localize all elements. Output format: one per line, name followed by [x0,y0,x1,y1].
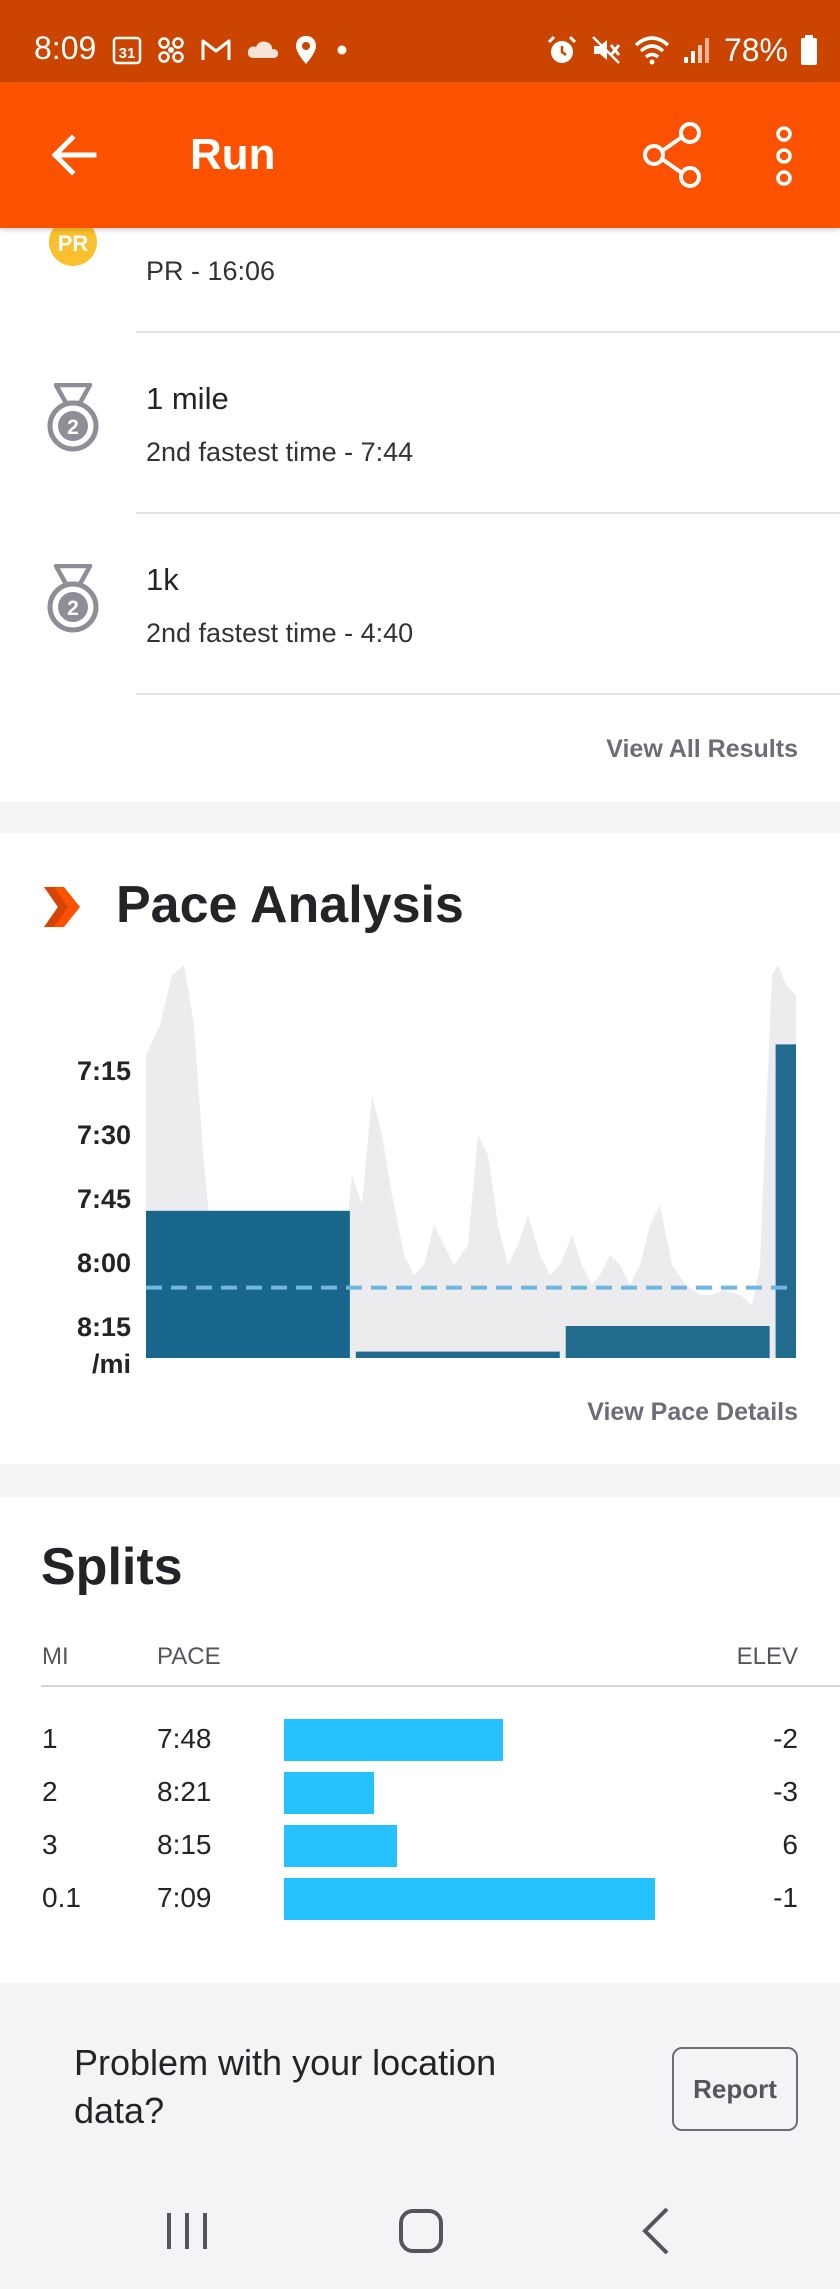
y-tick-label: 7:15 [77,1056,131,1086]
split-row: 2 8:21 -3 [0,1772,840,1814]
y-tick-label: 7:45 [77,1184,131,1214]
col-header-elev: ELEV [736,1643,798,1670]
status-time: 8:09 [34,30,97,66]
splits-section: Splits MI PACE ELEV 1 7:48 -2 2 8:21 -3 3 8:15 6… [0,1497,840,1983]
result-title: 1k [146,562,179,597]
split-pace-bar [284,1719,503,1761]
split-mile: 1 [42,1723,58,1754]
split-mile: 2 [42,1776,58,1807]
split-pace-bar [284,1772,374,1814]
split-pace-bar [284,1825,398,1867]
y-tick-label: 7:30 [77,1120,131,1150]
location-problem-banner: Problem with your location data? Report [0,1983,840,2173]
result-row-pr[interactable]: PR PR - 16:06 [0,206,840,332]
pace-analysis-section: Pace Analysis 7:15 7:30 7:45 8:00 8:15/mi Vi… [0,833,840,1464]
pr-medal-label: PR [58,231,89,256]
col-header-mi: MI [42,1643,69,1670]
system-icons: 78% [546,32,818,68]
second-place-medal-icon: 2 [47,564,99,633]
calendar-icon: 31 [112,36,142,65]
y-tick-label: 8:15 [77,1312,131,1342]
back-arrow-icon[interactable] [46,127,102,183]
view-pace-details-link[interactable]: View Pace Details [587,1398,798,1426]
split-elevation: 6 [782,1829,798,1860]
view-all-results-link[interactable]: View All Results [606,735,798,763]
notification-icons: 31 [112,34,352,66]
pace-chart[interactable]: 7:15 7:30 7:45 8:00 8:15/mi [0,965,840,1385]
header-divider [41,1685,840,1687]
system-nav-bar [0,2173,840,2289]
split-mile: 0.1 [42,1882,81,1913]
dot-icon [337,45,347,55]
page-title: Run [190,130,276,179]
pace-analysis-title: Pace Analysis [116,876,464,934]
split-row: 3 8:15 6 [0,1825,840,1867]
battery-percent: 78% [723,31,788,68]
results-section: PR PR - 16:06 2 1 mile 2nd fastest time … [0,206,840,802]
pace-bar-mile-1 [146,1210,350,1358]
mute-icon [592,36,621,64]
app-bar: Run [0,82,840,228]
second-place-medal-icon: 2 [47,383,99,452]
divider [136,331,840,333]
location-icon [296,36,316,64]
split-elevation: -3 [773,1776,798,1807]
y-tick-label: 8:00 [77,1248,131,1278]
more-options-icon[interactable] [764,124,804,188]
gmail-icon [201,39,231,60]
result-subtitle: 2nd fastest time - 4:40 [146,618,414,648]
status-bar: 8:09 31 [0,0,840,82]
split-pace-bar [284,1878,655,1920]
result-row-1-mile[interactable]: 2 1 mile 2nd fastest time - 7:44 [0,333,840,511]
split-pace: 8:15 [157,1829,212,1860]
cloud-icon [247,41,279,58]
recents-icon[interactable] [155,2199,219,2263]
location-problem-message: Problem with your location data? [74,2042,497,2131]
divider [136,512,840,514]
share-icon[interactable] [640,120,706,190]
result-row-1k[interactable]: 2 1k 2nd fastest time - 4:40 [0,514,840,692]
pace-bar-mile-2 [355,1351,560,1358]
split-pace: 8:21 [157,1776,212,1807]
split-elevation: -1 [773,1882,798,1913]
y-axis-unit: /mi [92,1349,131,1379]
back-nav-icon[interactable] [625,2199,689,2263]
medal-rank: 2 [67,597,79,620]
result-subtitle: PR - 16:06 [146,256,276,286]
split-mile: 3 [42,1829,58,1860]
report-button[interactable]: Report [672,2047,798,2131]
pinwheel-icon [158,37,184,63]
calendar-day: 31 [119,45,136,62]
col-header-pace: PACE [157,1643,221,1670]
split-elevation: -2 [773,1723,798,1754]
alarm-icon [547,35,577,63]
battery-icon [801,35,817,65]
chevron-right-icon [44,887,80,927]
medal-rank: 2 [67,416,79,439]
split-pace: 7:48 [157,1723,212,1754]
splits-title: Splits [41,1538,183,1596]
split-row: 0.1 7:09 -1 [0,1878,840,1920]
home-icon[interactable] [389,2199,453,2263]
result-subtitle: 2nd fastest time - 7:44 [146,437,414,467]
wifi-icon [634,36,670,65]
pace-bar-mile-3 [565,1326,770,1358]
split-row: 1 7:48 -2 [0,1719,840,1761]
divider [136,693,840,695]
result-title: 1 mile [146,381,229,416]
split-pace: 7:09 [157,1882,212,1913]
signal-icon [683,38,709,63]
pace-bar-mile-0.1 [775,1044,796,1358]
